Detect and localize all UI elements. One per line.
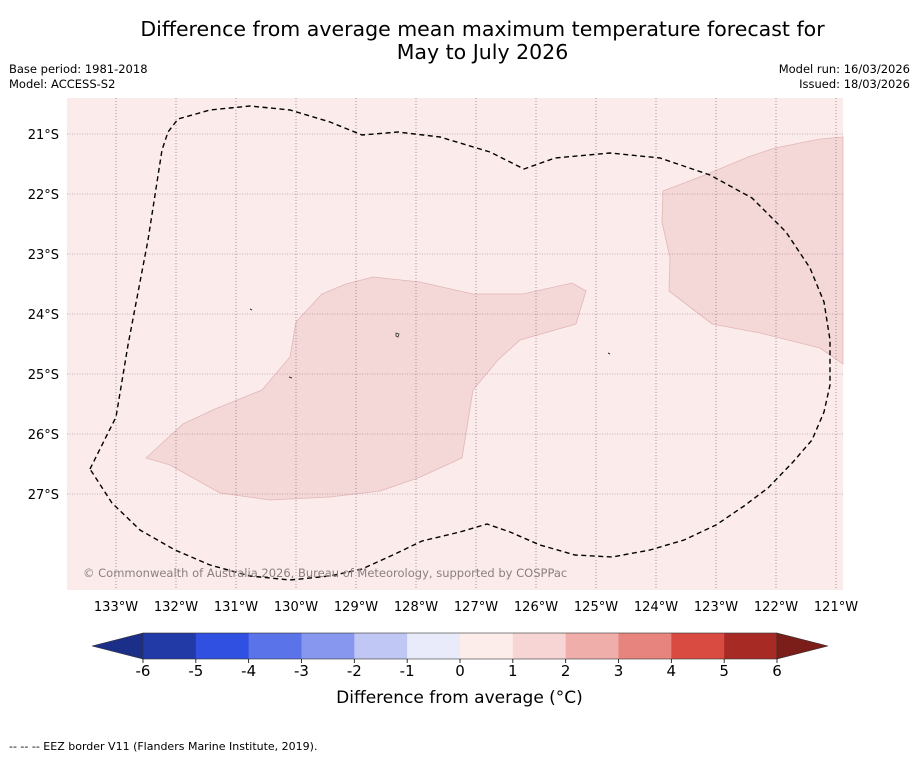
lon-label: 124°W: [634, 600, 678, 615]
lon-label: 128°W: [394, 600, 438, 615]
lon-label: 131°W: [214, 600, 258, 615]
lon-label: 123°W: [694, 600, 738, 615]
colorbar-cell: [671, 633, 725, 659]
lat-label: 22°S: [28, 188, 59, 203]
lat-label: 26°S: [28, 428, 59, 443]
latitude-gridlines: [67, 133, 843, 495]
colorbar-cell: [565, 633, 619, 659]
latitude-labels: 21°S 22°S 23°S 24°S 25°S 26°S 27°S: [28, 128, 59, 503]
lon-label: 125°W: [574, 600, 618, 615]
colorbar-tick-label: -2: [347, 662, 362, 680]
model-run: Model run: 16/03/2026: [778, 62, 910, 76]
colorbar-tick-label: 4: [667, 662, 677, 680]
lon-label: 133°W: [94, 600, 138, 615]
colorbar-cell: [195, 633, 249, 659]
colorbar-tick-label: 5: [719, 662, 729, 680]
colorbar-cell: [354, 633, 408, 659]
colorbar-tick-label: -5: [188, 662, 203, 680]
longitude-labels: 133°W 132°W 131°W 130°W 129°W 128°W 127°…: [94, 600, 858, 615]
lon-label: 126°W: [514, 600, 558, 615]
colorbar-tick-label: 2: [561, 662, 571, 680]
meta-right: Model run: 16/03/2026 Issued: 18/03/2026: [779, 62, 910, 92]
chart-title-line2: May to July 2026: [396, 40, 569, 64]
lat-label: 25°S: [28, 368, 59, 383]
colorbar-cell: [407, 633, 461, 659]
lat-label: 21°S: [28, 128, 59, 143]
meta-left: Base period: 1981-2018 Model: ACCESS-S2: [9, 62, 148, 92]
longitude-gridlines: [115, 98, 837, 590]
lon-label: 132°W: [154, 600, 198, 615]
colorbar-over-arrow: [776, 632, 829, 660]
island-mark: [288, 376, 293, 379]
colorbar-tick-label: -4: [241, 662, 256, 680]
colorbar-cell: [724, 633, 778, 659]
island-mark: [395, 332, 400, 338]
lon-label: 127°W: [454, 600, 498, 615]
colorbar-tick-label: -6: [136, 662, 151, 680]
island-mark: [249, 308, 253, 311]
lon-label: 121°W: [814, 600, 858, 615]
colorbar-cell: [248, 633, 302, 659]
lon-label: 129°W: [334, 600, 378, 615]
colorbar-cell: [512, 633, 566, 659]
colorbar-tick-label: 3: [614, 662, 624, 680]
chart-title-line1: Difference from average mean maximum tem…: [140, 17, 825, 41]
eez-border: [89, 105, 831, 581]
copyright-notice: © Commonwealth of Australia 2026, Bureau…: [83, 566, 567, 580]
island-mark: [607, 352, 611, 355]
lat-label: 24°S: [28, 308, 59, 323]
colorbar-cell: [143, 633, 197, 659]
colorbar-label: Difference from average (°C): [336, 688, 583, 708]
base-period: Base period: 1981-2018: [9, 62, 148, 76]
lat-label: 23°S: [28, 248, 59, 263]
colorbar-cell: [460, 633, 514, 659]
colorbar-tick-label: -1: [400, 662, 415, 680]
colorbar-under-arrow: [91, 632, 144, 660]
model-name: Model: ACCESS-S2: [9, 77, 116, 91]
chart-title: Difference from average mean maximum tem…: [110, 18, 855, 64]
issued-date: Issued: 18/03/2026: [799, 77, 910, 91]
colorbar: -6 -5 -4 -3 -2 -1 0 1 2 3 4 5 6: [91, 632, 829, 680]
colorbar-tick-label: -3: [294, 662, 309, 680]
lon-label: 122°W: [754, 600, 798, 615]
colorbar-cell: [618, 633, 672, 659]
lat-label: 27°S: [28, 488, 59, 503]
colorbar-tick-label: 6: [772, 662, 782, 680]
colorbar-tick-label: 1: [508, 662, 518, 680]
lon-label: 130°W: [274, 600, 318, 615]
colorbar-tick-label: 0: [455, 662, 465, 680]
eez-legend-note: -- -- -- EEZ border V11 (Flanders Marine…: [9, 740, 318, 753]
colorbar-cell: [301, 633, 355, 659]
